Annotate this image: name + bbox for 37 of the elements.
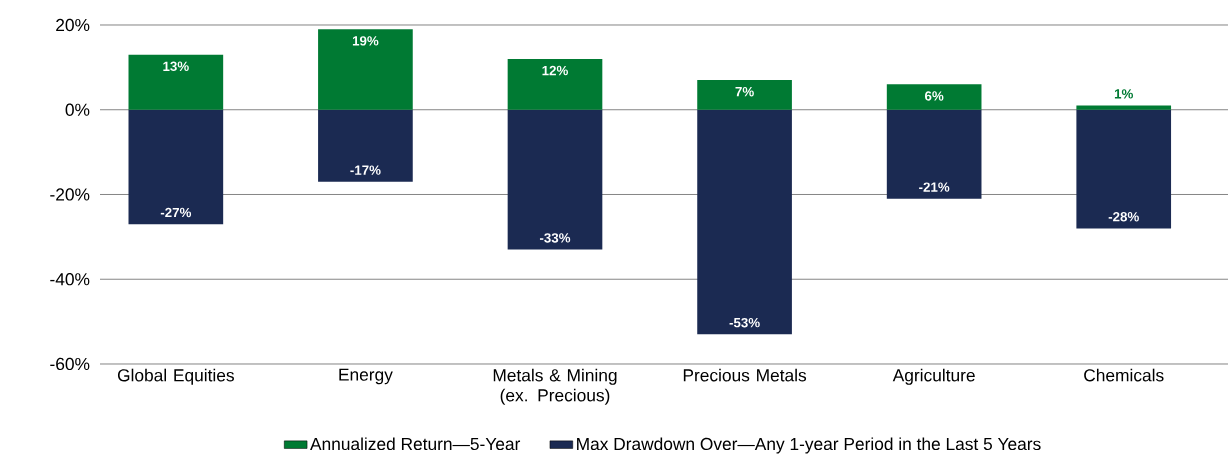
y-tick-label: -20% [50,188,90,201]
bar [128,54,224,110]
y-tick-label: -40% [50,273,90,286]
bar [697,109,792,335]
x-tick-label: Global Equities [117,368,234,385]
bar [128,109,224,225]
data-label: -28% [1108,212,1139,222]
data-label: 7% [735,87,754,97]
x-tick-label: Precious Metals [683,368,807,382]
bar [318,109,413,182]
x-tick-label: Energy [339,368,393,385]
y-tick-label: 0% [65,103,90,116]
y-tick-label: -60% [50,357,90,371]
legend-label: Annualized Return—5-Year [310,437,521,451]
data-label: 1% [1114,89,1134,99]
data-label: -21% [919,182,950,192]
data-label: -33% [539,233,571,243]
data-label: -27% [160,207,192,218]
bar [318,29,413,110]
data-label: -53% [729,317,760,328]
bar [1076,105,1172,110]
legend-label: Max Drawdown Over—Any 1-year Period in the Last 5 Years [577,437,1041,454]
bar [507,109,603,250]
bar [507,58,603,110]
data-label: 12% [542,65,568,76]
data-label: 6% [925,91,944,101]
x-tick-label: Metals & Mining (ex. Precious) [493,368,617,405]
bar [886,109,982,199]
y-tick-label: 20% [56,18,90,32]
data-label: -17% [350,165,381,175]
bar [697,80,792,110]
x-tick-label: Agriculture [892,368,975,385]
x-tick-label: Chemicals [1084,368,1164,382]
data-label: 13% [163,61,189,72]
bar [1076,109,1172,229]
bar [886,84,982,110]
data-label: 19% [352,36,379,46]
